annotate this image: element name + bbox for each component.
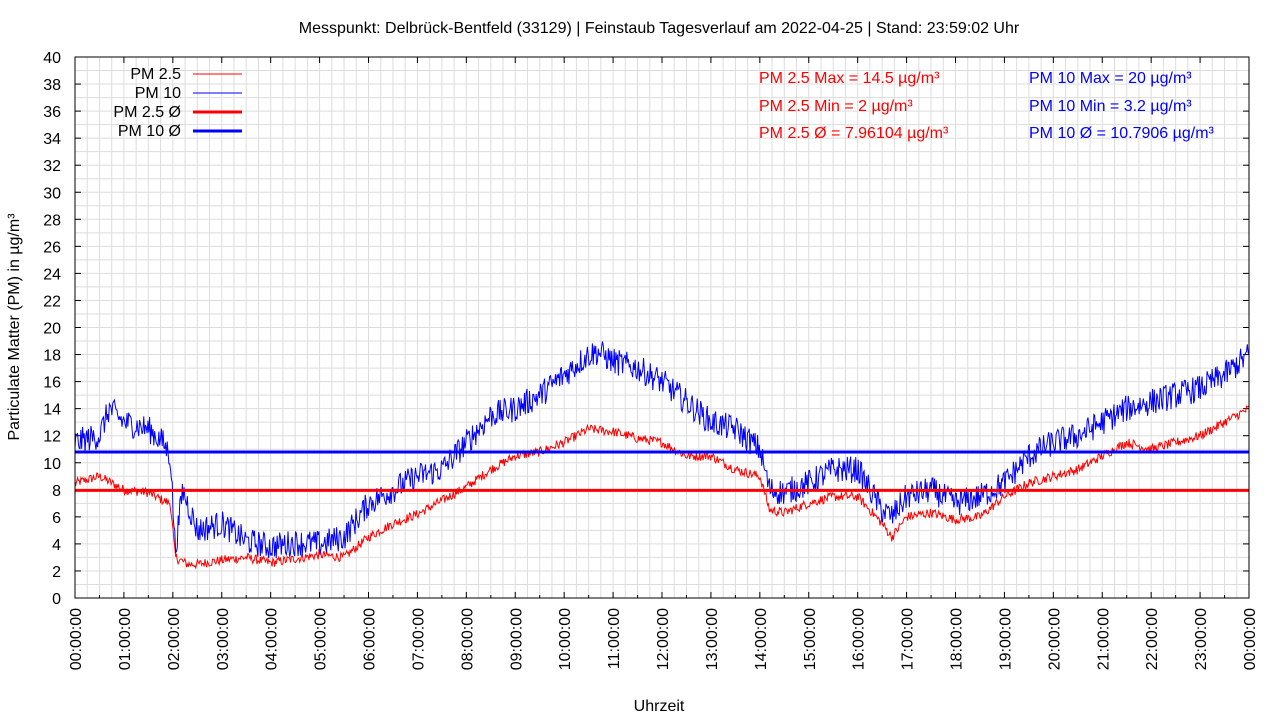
x-tick-label: 23:00:00 — [1193, 608, 1210, 670]
x-tick-label: 04:00:00 — [264, 608, 281, 670]
y-axis-label: Particulate Matter (PM) in µg/m³ — [6, 213, 23, 441]
x-tick-label: 07:00:00 — [410, 608, 427, 670]
pm25-min-annotation: PM 2.5 Min = 2 µg/m³ — [759, 98, 913, 115]
y-tick-label: 36 — [43, 104, 61, 121]
x-tick-label: 14:00:00 — [753, 608, 770, 670]
x-tick-label: 20:00:00 — [1046, 608, 1063, 670]
y-tick-label: 6 — [52, 510, 61, 527]
y-tick-label: 40 — [43, 50, 61, 67]
y-tick-label: 10 — [43, 456, 61, 473]
x-tick-label: 09:00:00 — [508, 608, 525, 670]
x-tick-label: 13:00:00 — [704, 608, 721, 670]
x-tick-label: 12:00:00 — [655, 608, 672, 670]
y-tick-label: 2 — [52, 564, 61, 581]
legend: PM 2.5 PM 10 PM 2.5 Ø PM 10 Ø — [113, 66, 242, 140]
y-tick-label: 18 — [43, 348, 61, 365]
y-tick-label: 34 — [43, 131, 61, 148]
y-tick-label: 8 — [52, 483, 61, 500]
x-tick-label: 10:00:00 — [557, 608, 574, 670]
y-tick-label: 20 — [43, 321, 61, 338]
x-tick-label: 00:00:00 — [68, 608, 85, 670]
series-line-pm25 — [74, 405, 1250, 570]
pm25-avg-annotation: PM 2.5 Ø = 7.96104 µg/m³ — [759, 125, 949, 142]
pm10-stats: PM 10 Max = 20 µg/m³ PM 10 Min = 3.2 µg/… — [1029, 70, 1215, 142]
x-tick-label: 16:00:00 — [851, 608, 868, 670]
x-tick-label: 11:00:00 — [606, 608, 623, 669]
y-tick-label: 14 — [43, 402, 61, 419]
legend-label: PM 2.5 — [130, 66, 181, 83]
y-tick-label: 22 — [43, 293, 61, 310]
x-tick-label: 18:00:00 — [949, 608, 966, 670]
y-tick-label: 32 — [43, 158, 61, 175]
y-tick-label: 0 — [52, 591, 61, 608]
y-tick-label: 38 — [43, 77, 61, 94]
y-tick-label: 24 — [43, 266, 61, 283]
y-tick-label: 4 — [52, 537, 61, 554]
x-tick-label: 05:00:00 — [313, 608, 330, 670]
x-tick-label: 08:00:00 — [459, 608, 476, 670]
pm10-avg-annotation: PM 10 Ø = 10.7906 µg/m³ — [1029, 125, 1215, 142]
pm10-max-annotation: PM 10 Max = 20 µg/m³ — [1029, 70, 1192, 87]
y-tick-label: 28 — [43, 212, 61, 229]
series-layer — [74, 341, 1250, 570]
x-tick-label: 15:00:00 — [802, 608, 819, 670]
x-tick-label: 00:00:00 — [1242, 608, 1259, 670]
x-tick-label: 19:00:00 — [997, 608, 1014, 670]
x-axis-ticks: 00:00:00 01:00:00 02:00:00 03:00:00 04:00:00… — [68, 57, 1259, 670]
x-tick-label: 22:00:00 — [1144, 608, 1161, 670]
pm25-max-annotation: PM 2.5 Max = 14.5 µg/m³ — [759, 70, 940, 87]
x-tick-label: 03:00:00 — [215, 608, 232, 670]
legend-label: PM 10 Ø — [118, 123, 181, 140]
pm10-min-annotation: PM 10 Min = 3.2 µg/m³ — [1029, 98, 1192, 115]
y-tick-label: 12 — [43, 429, 61, 446]
series-line-pm10 — [74, 341, 1250, 559]
y-tick-label: 26 — [43, 239, 61, 256]
x-tick-label: 21:00:00 — [1095, 608, 1112, 670]
chart-title: Messpunkt: Delbrück-Bentfeld (33129) | F… — [299, 20, 1020, 37]
y-tick-label: 16 — [43, 375, 61, 392]
x-tick-label: 06:00:00 — [362, 608, 379, 670]
x-axis-label: Uhrzeit — [634, 698, 685, 715]
x-tick-label: 17:00:00 — [900, 608, 917, 670]
x-tick-label: 01:00:00 — [117, 608, 134, 670]
pm25-stats: PM 2.5 Max = 14.5 µg/m³ PM 2.5 Min = 2 µ… — [759, 70, 949, 142]
legend-label: PM 2.5 Ø — [113, 104, 181, 121]
y-tick-label: 30 — [43, 185, 61, 202]
plot-frame — [74, 56, 1250, 599]
x-tick-label: 02:00:00 — [166, 608, 183, 670]
legend-label: PM 10 — [135, 85, 181, 102]
